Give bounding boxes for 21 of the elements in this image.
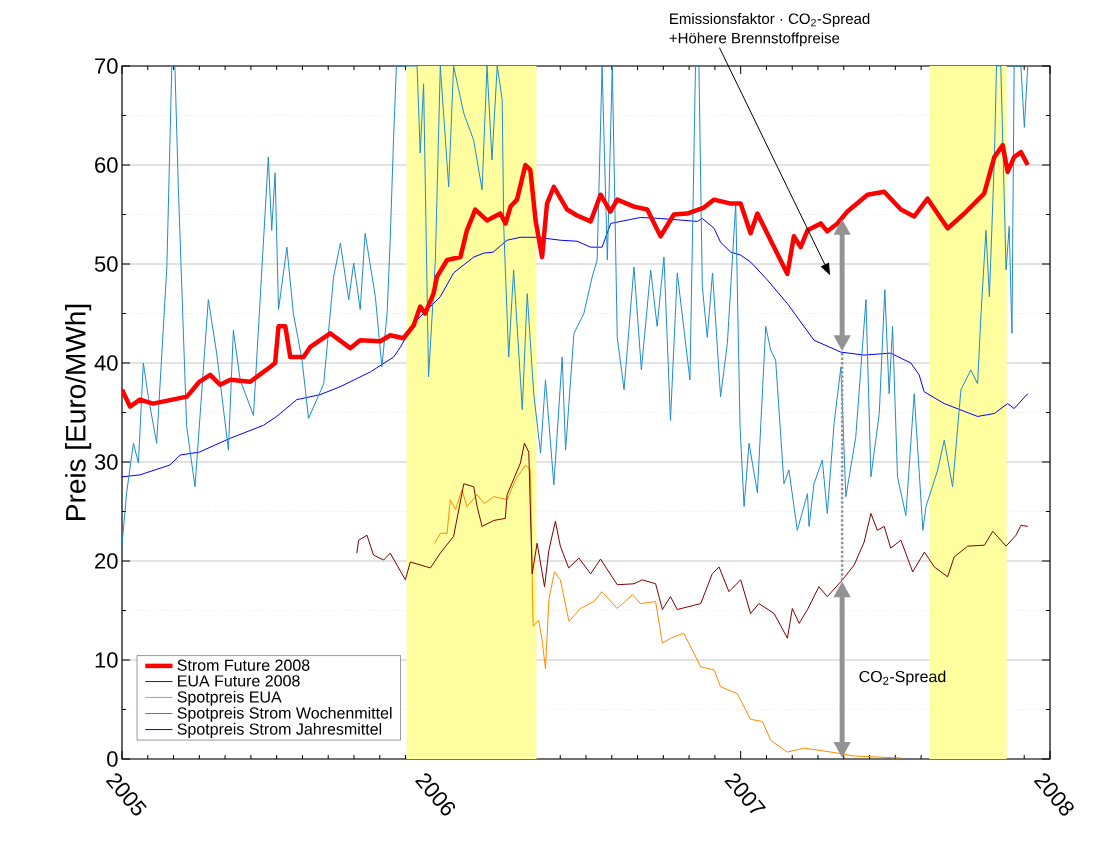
text: +Höhere Brennstoffpreise [669,32,840,47]
legend-label: Spotpreis Strom Wochenmittel [177,706,392,722]
legend-label: EUA Future 2008 [178,675,300,687]
legend-label: Spotpreis EUA [177,690,282,706]
text: Emissionsfaktor · CO$_{2}$-Spread [670,13,870,27]
y-tick-label: 30 [94,454,118,470]
y-tick-label: 70 [95,58,118,74]
legend-label: Strom Future 2008 [177,659,310,671]
y-tick-label: 10 [95,652,118,668]
line-series [356,442,1029,639]
y-tick-label: 60 [95,157,118,173]
line-series [122,142,1030,409]
y-tick-label: 0 [107,751,118,767]
line-series [122,216,1029,478]
y-tick-label: 50 [94,256,118,272]
y-tick-label: 40 [94,355,118,371]
y-axis-title: Preis [Euro/MWh] [65,304,92,520]
line-series [122,66,1029,546]
annotation: CO$_{2}$-Spread [859,670,946,686]
y-tick-label: 20 [95,553,118,569]
legend-label: Spotpreis Strom Jahresmittel [177,723,382,738]
